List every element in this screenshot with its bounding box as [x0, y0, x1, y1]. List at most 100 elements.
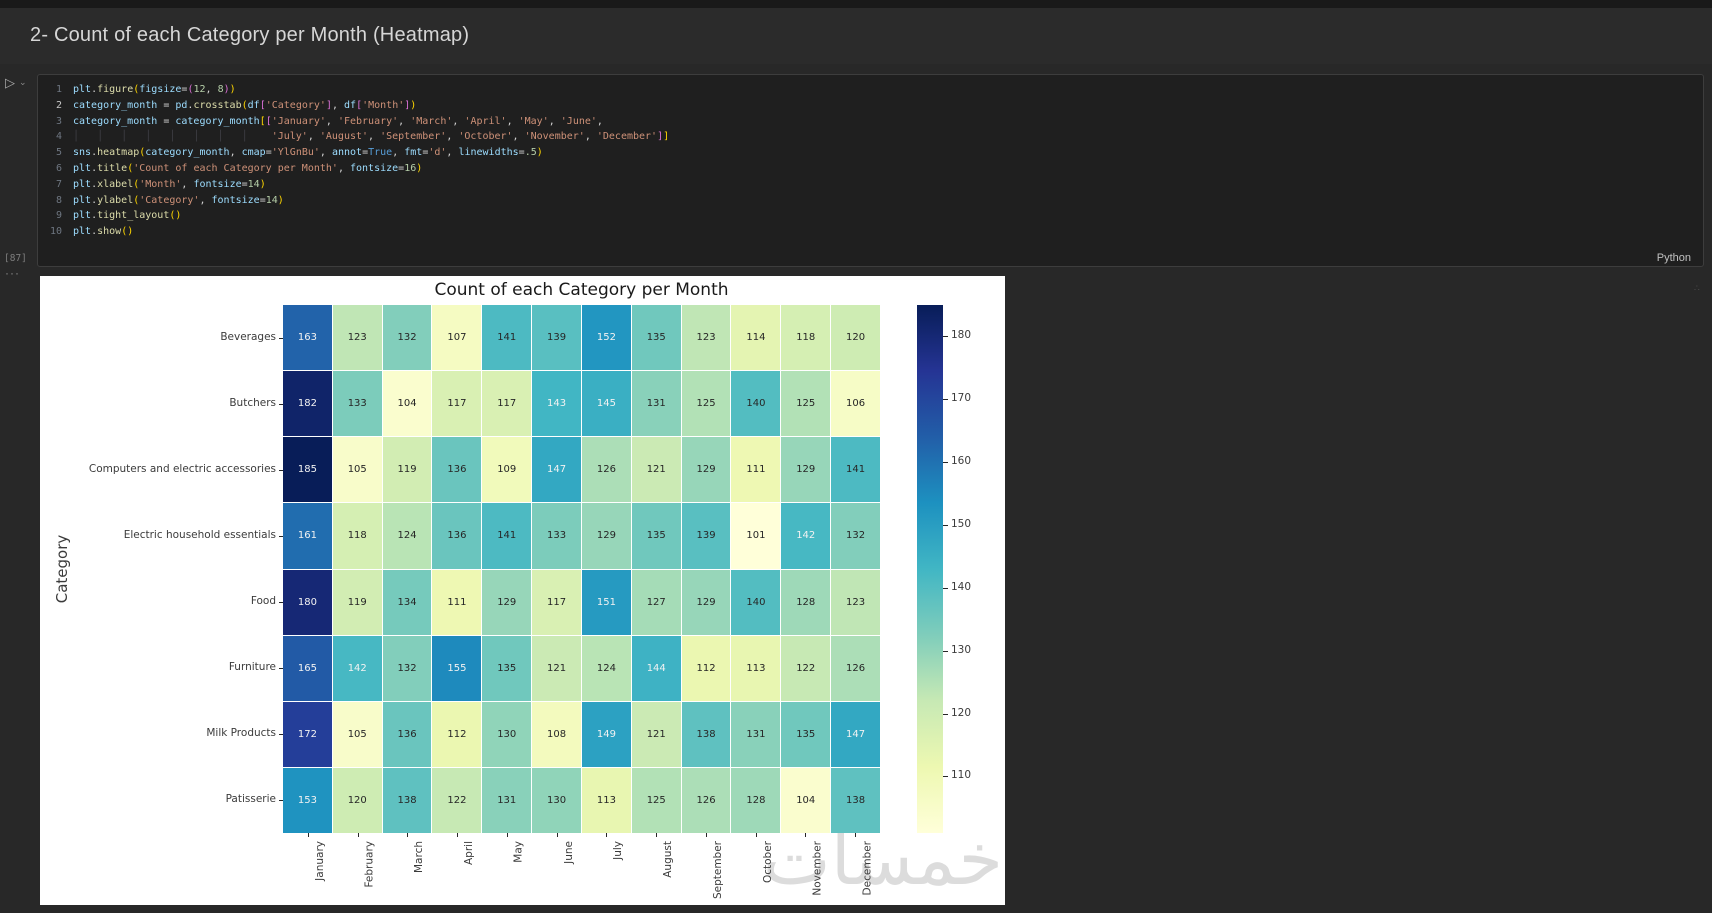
heatmap-cell: 151	[581, 569, 631, 635]
code-line: 10 plt.show()	[38, 224, 1703, 240]
heatmap-cell: 111	[731, 437, 781, 503]
line-number: 4	[55, 131, 62, 143]
y-tick-mark	[279, 338, 283, 339]
col-label: March	[413, 841, 426, 874]
heatmap-cell: 123	[681, 305, 731, 371]
heatmap-cell: 136	[432, 503, 482, 569]
heatmap-cell: 129	[781, 437, 831, 503]
heatmap-cell: 141	[831, 437, 880, 503]
heatmap-cell: 149	[581, 701, 631, 767]
heatmap-cell: 130	[532, 767, 581, 833]
heatmap-cell: 135	[482, 635, 532, 701]
x-tick-mark	[357, 833, 359, 837]
run-options-chevron-icon[interactable]: ⌄	[19, 77, 27, 87]
colorbar-tick-label: 140	[951, 580, 972, 593]
heatmap-cell: 152	[581, 305, 631, 371]
heatmap-cell: 131	[482, 767, 532, 833]
heatmap-cell: 104	[382, 371, 432, 437]
heatmap-cell: 132	[382, 305, 432, 371]
cell-overflow-dots[interactable]: ···	[5, 266, 20, 280]
markdown-cell: 2- Count of each Category per Month (Hea…	[0, 8, 1712, 64]
colorbar-tick-mark	[943, 713, 948, 715]
heatmap-cell: 125	[781, 371, 831, 437]
heatmap-cell: 129	[581, 503, 631, 569]
heatmap-cell: 104	[781, 767, 831, 833]
heatmap-cell: 182	[283, 371, 332, 437]
code-editor[interactable]: 1 plt.figure(figsize=(12, 8)) 2 category_mo…	[38, 82, 1703, 240]
x-tick-mark	[755, 833, 757, 837]
heatmap-cell: 126	[581, 437, 631, 503]
y-tick-mark	[279, 470, 283, 471]
heatmap-cell: 112	[681, 635, 731, 701]
heatmap-cell: 127	[631, 569, 681, 635]
heatmap-cell: 121	[532, 635, 581, 701]
heatmap-cell: 165	[283, 635, 332, 701]
x-tick-mark	[407, 833, 409, 837]
colorbar-tick-label: 170	[951, 392, 972, 405]
col-label: April	[463, 841, 476, 865]
x-tick-mark	[855, 833, 857, 837]
col-label: November	[811, 841, 824, 896]
x-tick-mark	[506, 833, 508, 837]
heatmap-cell: 109	[482, 437, 532, 503]
code-line: 5 sns.heatmap(category_month, cmap='YlGnB…	[38, 145, 1703, 161]
heatmap-cell: 145	[581, 371, 631, 437]
row-label: Butchers	[229, 397, 276, 409]
line-number: 5	[55, 147, 62, 159]
heatmap-cell: 117	[432, 371, 482, 437]
row-label: Food	[250, 595, 276, 607]
heatmap-cell: 143	[532, 371, 581, 437]
code-line: 9 plt.tight_layout()	[38, 208, 1703, 224]
y-tick-mark	[279, 404, 283, 405]
heatmap-cell: 139	[681, 503, 731, 569]
heatmap-cell: 133	[332, 371, 382, 437]
heatmap-cell: 128	[731, 767, 781, 833]
colorbar	[917, 305, 943, 833]
heatmap-cell: 133	[532, 503, 581, 569]
x-tick-mark	[556, 833, 558, 837]
heatmap-cell: 105	[332, 701, 382, 767]
y-tick-mark	[279, 800, 283, 801]
heatmap-cell: 124	[382, 503, 432, 569]
y-tick-mark	[279, 668, 283, 669]
run-cell-button[interactable]: ▷	[5, 75, 15, 90]
heatmap-cell: 155	[432, 635, 482, 701]
heatmap-cell: 132	[382, 635, 432, 701]
heatmap-cell: 118	[332, 503, 382, 569]
colorbar-tick-mark	[943, 462, 948, 464]
top-strip	[0, 0, 1712, 8]
line-number: 2	[55, 99, 62, 111]
col-label: February	[363, 841, 376, 888]
heatmap-cell: 105	[332, 437, 382, 503]
output-resize-hint-icon: ∴	[1694, 283, 1700, 293]
heatmap-cell: 142	[332, 635, 382, 701]
code-line: 2 category_month = pd.crosstab(df['Catego…	[38, 98, 1703, 114]
heatmap-cell: 126	[681, 767, 731, 833]
heatmap-cell: 131	[731, 701, 781, 767]
heatmap-cell: 117	[532, 569, 581, 635]
row-label: Milk Products	[206, 727, 276, 739]
heatmap-cell: 114	[731, 305, 781, 371]
heatmap-cell: 131	[631, 371, 681, 437]
colorbar-tick-label: 130	[951, 643, 972, 656]
line-number: 10	[49, 226, 62, 238]
colorbar-tick-mark	[943, 399, 948, 401]
code-line: 1 plt.figure(figsize=(12, 8))	[38, 82, 1703, 98]
cell-run-gutter: ▷ ⌄	[5, 74, 35, 96]
heatmap-cell: 123	[831, 569, 880, 635]
row-label: Furniture	[228, 661, 276, 673]
y-axis-label: Category	[53, 534, 71, 604]
heatmap-cell: 134	[382, 569, 432, 635]
heatmap-cell: 107	[432, 305, 482, 371]
col-label: October	[761, 841, 774, 884]
row-label: Patisserie	[225, 793, 276, 805]
col-label: July	[612, 841, 625, 860]
heatmap-cell: 126	[831, 635, 880, 701]
heatmap-cell: 112	[432, 701, 482, 767]
y-tick-mark	[279, 602, 283, 603]
heatmap-cell: 185	[283, 437, 332, 503]
cell-language-selector[interactable]: Python	[1656, 252, 1691, 264]
row-label: Electric household essentials	[123, 529, 276, 541]
code-line: 3 category_month = category_month[['Janua…	[38, 114, 1703, 130]
